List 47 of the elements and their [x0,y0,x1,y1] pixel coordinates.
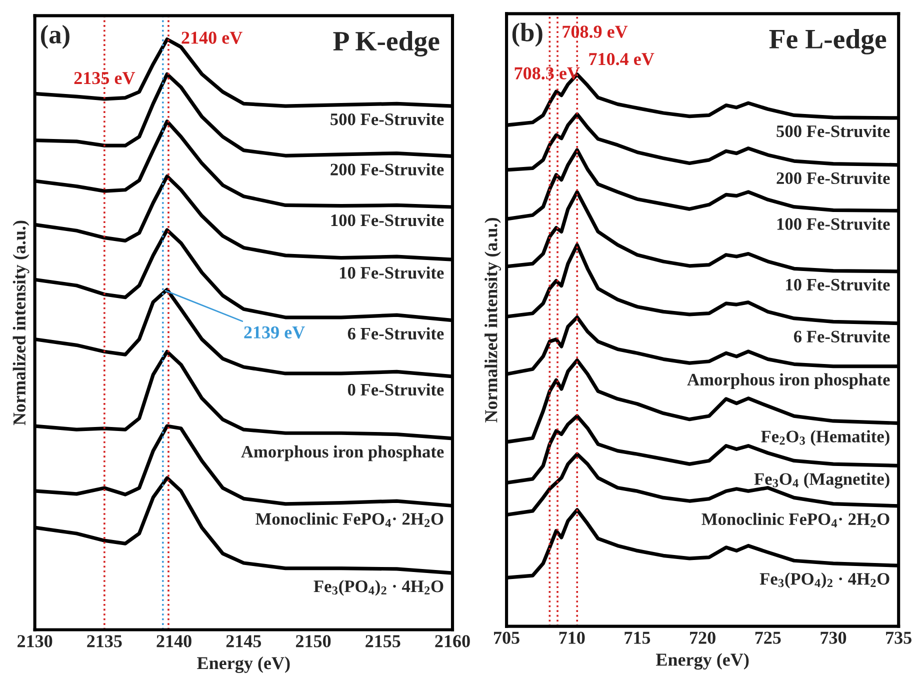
series-label: 10 Fe-Struvite [786,278,890,291]
annotation: 2135 eV [74,72,136,84]
annotation: 708.9 eV [562,26,628,38]
series-label: 500 Fe-Struvite [330,112,444,126]
series-label: 500 Fe-Struvite [776,124,890,138]
chart-title: Fe L-edge [769,28,886,54]
x-tick-label: 725 [755,632,781,644]
x-tick-label: 705 [494,632,520,644]
x-tick-label: 735 [886,632,912,644]
y-axis-title: Normalized intensity (a.u.) [12,220,30,426]
text: Fe$_{3}$(PO$_{4}$)$_{2}$ · 4H$_{2}$O [314,580,444,596]
x-tick-label: 2150 [296,635,331,648]
series-label: Amorphous iron phosphate [687,373,890,390]
series-label: 200 Fe-Struvite [776,172,890,184]
y-axis-title: Normalized intensity (a.u.) [484,218,501,422]
x-tick-label: 2140 [156,635,192,648]
series-label: 100 Fe-Struvite [777,218,890,230]
series-label: 10 Fe-Struvite [340,266,444,279]
series-label: Monoclinic FePO$_{4}$· 2H$_{2}$O [256,512,444,528]
annotation: 2140 eV [182,32,242,44]
chart-title: P K-edge [333,31,440,56]
text: Fe$_{3}$(PO$_{4}$)$_{2}$ · 4H$_{2}$O [760,572,890,588]
x-tick-label: 2155 [366,635,400,648]
series-label: Monoclinic FePO$_{4}$· 2H$_{2}$O [702,512,890,528]
annotation: 710.4 eV [589,52,654,66]
text: (b) [512,22,542,47]
series-label: Fe$_{3}$O$_{4}$ (Magnetite) [754,472,890,489]
x-tick-label: 2160 [435,635,470,648]
x-tick-label: 2130 [18,635,52,648]
annotation: 2139 eV [244,326,305,339]
x-axis-title: Energy (eV) [197,656,290,674]
x-axis-title: Energy (eV) [656,653,749,670]
series-label: Fe$_{2}$O$_{3}$ (Hematite) [761,430,890,446]
series-label: 0 Fe-Struvite [348,383,444,396]
annotation: (a) [40,24,70,49]
series-label: 100 Fe-Struvite [331,214,444,226]
series-label: Amorphous iron phosphate [241,445,444,462]
series-label: 6 Fe-Struvite [794,330,890,342]
x-tick-label: 2145 [226,635,262,648]
x-tick-label: 2135 [87,635,122,648]
x-tick-label: 710 [559,632,585,644]
series-label: 200 Fe-Struvite [330,163,444,176]
x-tick-label: 730 [820,632,846,644]
series-label: 6 Fe-Struvite [348,327,444,340]
x-tick-label: 715 [624,632,650,644]
x-tick-label: 720 [690,632,716,644]
annotation: 708.3 eV [514,67,580,80]
